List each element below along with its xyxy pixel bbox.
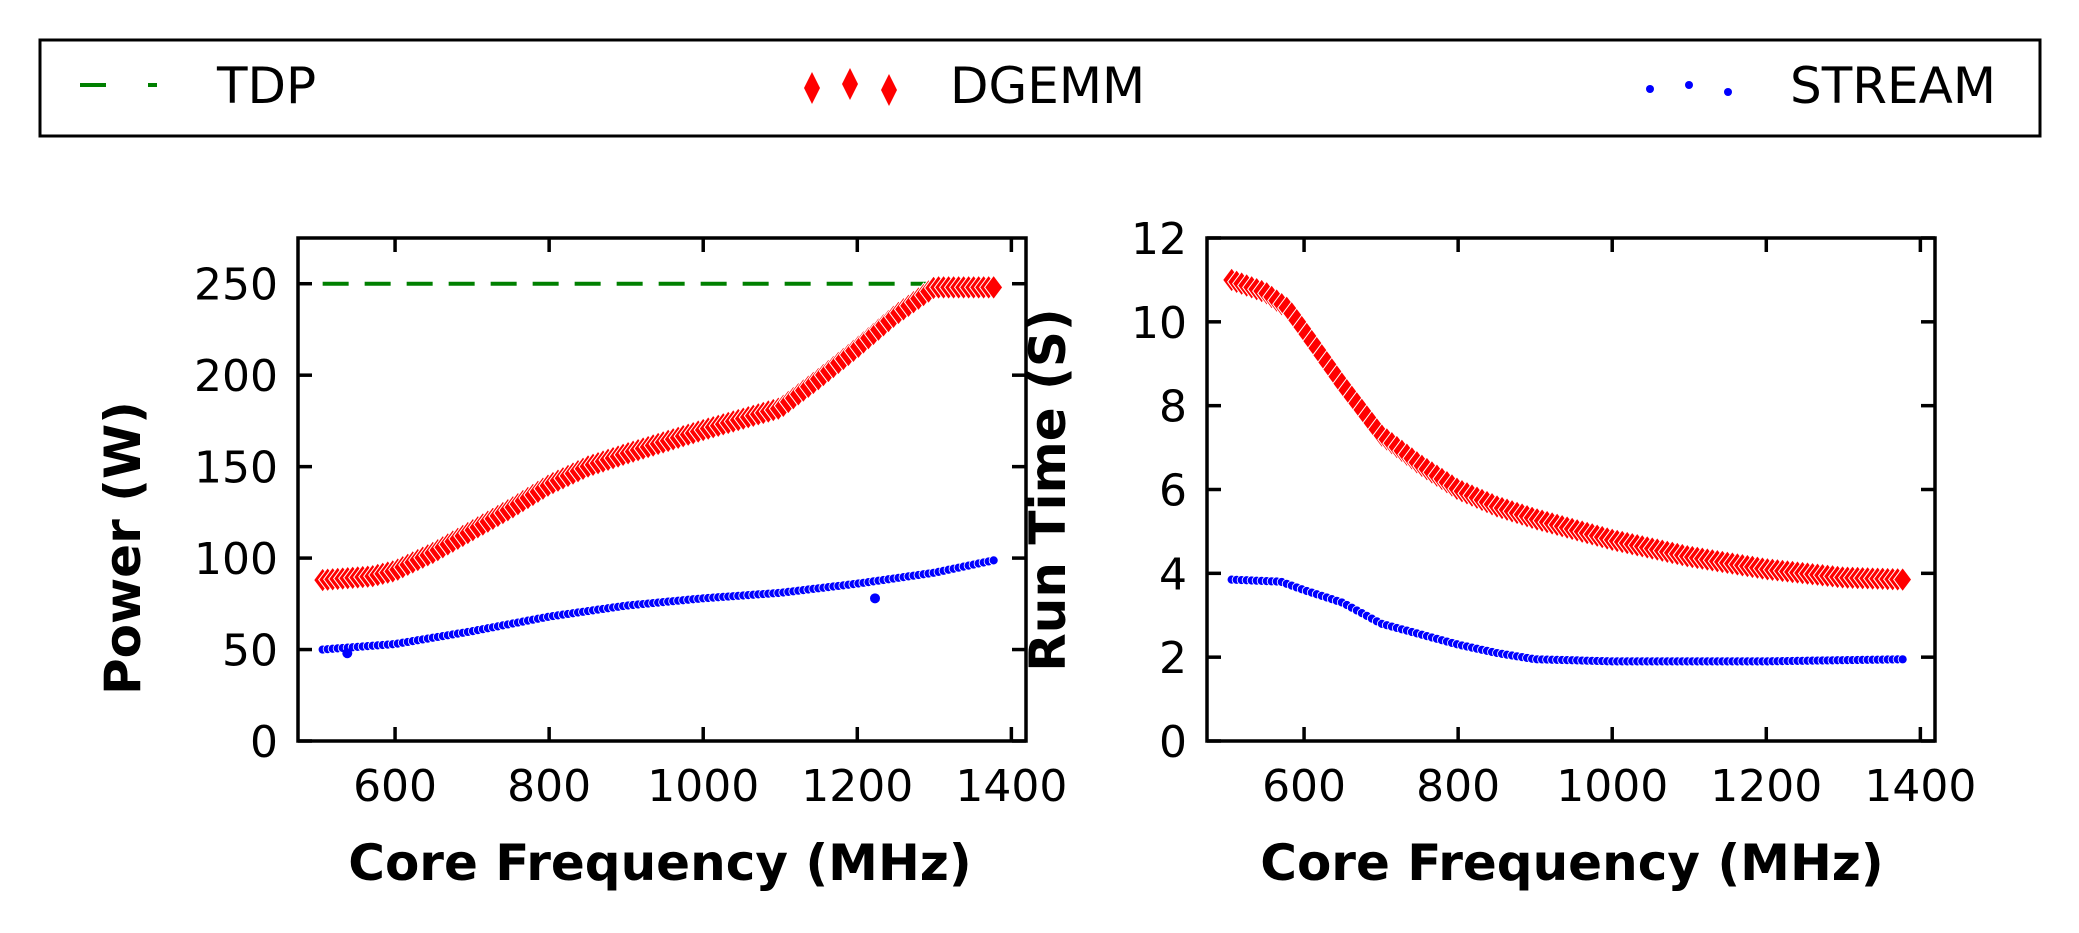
legend-marker-dgemm-3 — [881, 74, 897, 106]
legend-label-stream: STREAM — [1790, 57, 1996, 115]
runtime-ytick-label: 6 — [1159, 466, 1187, 517]
power-xtick-label: 800 — [507, 761, 591, 812]
legend-item-dgemm: DGEMM — [804, 57, 1145, 115]
runtime-chart-ylabel: Run Time (S) — [1019, 308, 1077, 671]
legend-frame — [38, 38, 2042, 138]
runtime-dgemm-point — [1893, 566, 1913, 593]
legend-item-stream: STREAM — [1646, 57, 1996, 115]
power-chart: 600 800 1000 1200 1400 0 50 100 150 200 250 Core F… — [94, 236, 1067, 892]
runtime-xtick-label: 1000 — [1556, 761, 1668, 812]
legend-marker-stream-2 — [1685, 81, 1693, 89]
runtime-series-dgemm — [1222, 267, 1913, 593]
power-stream-outlier — [870, 593, 881, 604]
power-ytick-label: 50 — [222, 626, 278, 677]
power-stream-point — [988, 555, 999, 566]
power-chart-xlabel: Core Frequency (MHz) — [348, 834, 972, 892]
runtime-xtick-label: 800 — [1416, 761, 1500, 812]
power-chart-marks — [313, 274, 1004, 659]
legend-label-tdp: TDP — [216, 57, 316, 115]
power-chart-ylabel: Power (W) — [94, 401, 152, 695]
legend-marker-dgemm-1 — [804, 72, 820, 104]
runtime-ytick-label: 4 — [1159, 549, 1187, 600]
power-plot-frame — [296, 236, 1028, 743]
legend-item-tdp: TDP — [80, 57, 316, 115]
power-ytick-label: 150 — [194, 443, 278, 494]
runtime-ytick-label: 12 — [1131, 214, 1187, 265]
power-ytick-label: 250 — [194, 260, 278, 311]
power-series-stream — [317, 555, 999, 659]
power-ytick-label: 0 — [250, 717, 278, 768]
power-xtick-label: 1400 — [955, 761, 1067, 812]
power-xtick-label: 600 — [353, 761, 437, 812]
runtime-xtick-label: 1200 — [1710, 761, 1822, 812]
power-ytick-label: 100 — [194, 534, 278, 585]
runtime-chart: 600 800 1000 1200 1400 0 2 4 6 8 10 12 Core Frequen… — [1019, 214, 1976, 892]
runtime-plot-frame — [1205, 236, 1937, 743]
runtime-chart-xlabel: Core Frequency (MHz) — [1260, 834, 1884, 892]
power-stream-outlier — [342, 648, 353, 659]
runtime-xtick-label: 600 — [1262, 761, 1346, 812]
runtime-stream-point — [1897, 654, 1908, 665]
runtime-chart-axes: 600 800 1000 1200 1400 0 2 4 6 8 10 12 — [1131, 214, 1976, 812]
power-series-dgemm — [313, 274, 1004, 593]
power-xtick-label: 1000 — [647, 761, 759, 812]
legend-marker-stream-1 — [1646, 85, 1654, 93]
legend-marker-dgemm-2 — [842, 68, 858, 100]
power-xtick-label: 1200 — [801, 761, 913, 812]
runtime-ytick-label: 8 — [1159, 382, 1187, 433]
runtime-ytick-label: 0 — [1159, 717, 1187, 768]
runtime-xtick-label: 1400 — [1864, 761, 1976, 812]
power-dgemm-point — [984, 274, 1004, 301]
runtime-ytick-label: 2 — [1159, 633, 1187, 684]
power-chart-axes: 600 800 1000 1200 1400 0 50 100 150 200 250 — [194, 236, 1067, 812]
runtime-chart-marks — [1222, 267, 1913, 667]
legend-label-dgemm: DGEMM — [950, 57, 1145, 115]
runtime-series-stream — [1226, 574, 1908, 667]
runtime-ytick-label: 10 — [1131, 298, 1187, 349]
power-ytick-label: 200 — [194, 351, 278, 402]
legend: TDP DGEMM STREAM — [38, 38, 2042, 138]
legend-marker-stream-3 — [1724, 88, 1732, 96]
